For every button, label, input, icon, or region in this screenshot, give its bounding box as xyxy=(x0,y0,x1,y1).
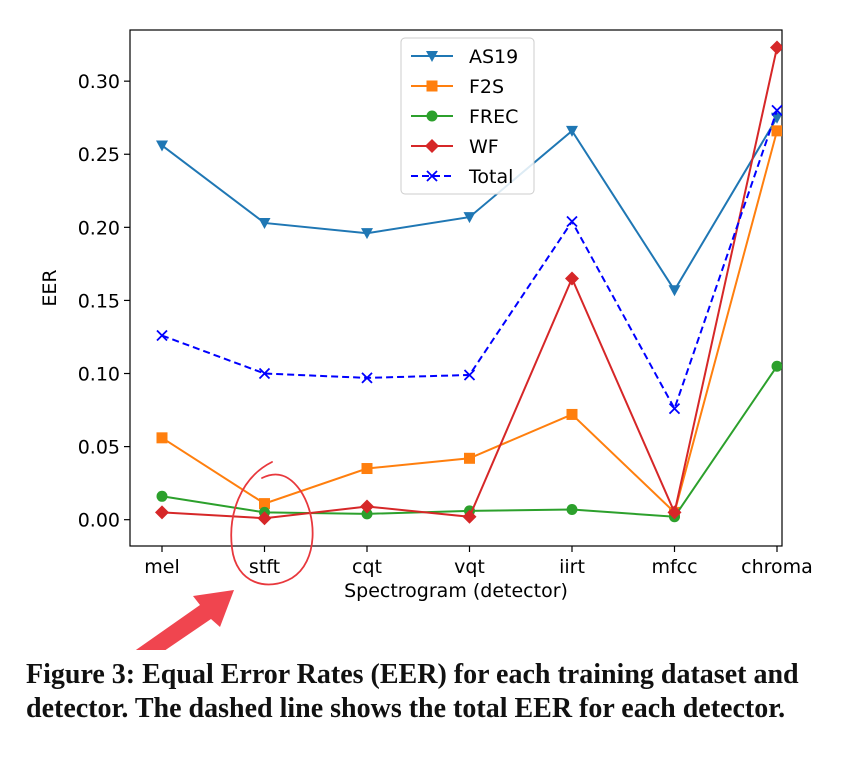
series-layer xyxy=(155,40,782,526)
data-point-frec xyxy=(156,490,168,502)
y-tick-label: 0.15 xyxy=(78,290,120,312)
x-tick-label: stft xyxy=(249,556,280,578)
y-tick-label: 0.00 xyxy=(78,510,120,532)
legend-label-wf: WF xyxy=(469,136,499,158)
legend-label-f2s: F2S xyxy=(469,76,504,98)
series-total xyxy=(156,104,782,415)
data-point-as19 xyxy=(361,228,373,240)
data-point-f2s xyxy=(156,432,168,444)
x-axis-title: Spectrogram (detector) xyxy=(344,580,568,602)
data-point-wf xyxy=(565,271,579,286)
x-tick-label: chroma xyxy=(741,556,813,578)
data-point-wf xyxy=(667,505,682,520)
data-point-total xyxy=(463,369,476,381)
data-point-as19 xyxy=(156,140,168,152)
series-wf xyxy=(155,40,782,526)
data-point-frec xyxy=(566,503,578,515)
y-tick-label: 0.10 xyxy=(78,364,120,386)
legend-label-frec: FREC xyxy=(469,106,518,128)
y-axis-title: EER xyxy=(39,269,61,306)
data-point-as19 xyxy=(668,285,681,297)
legend-frame xyxy=(400,37,535,195)
y-tick-label: 0.25 xyxy=(78,144,120,166)
line-chart: 0.00 0.05 0.10 0.15 0.20 0.25 0.30 mel stft cqt v… xyxy=(39,29,813,650)
hand-drawn-annotation xyxy=(135,461,314,650)
data-point-total xyxy=(361,372,373,384)
x-tick-label: mel xyxy=(144,556,179,578)
plot-area-frame xyxy=(129,29,783,547)
data-point-total xyxy=(668,402,681,415)
figure-caption: Figure 3: Equal Error Rates (EER) for ea… xyxy=(26,659,799,724)
data-point-f2s xyxy=(566,408,578,420)
y-tick-label: 0.20 xyxy=(78,217,120,239)
data-point-total xyxy=(566,215,578,228)
y-tick-label: 0.05 xyxy=(78,437,120,459)
data-point-wf xyxy=(257,511,272,526)
legend-marker-wf xyxy=(425,139,439,153)
x-axis: mel stft cqt vqt iirt mfcc chroma xyxy=(144,546,813,578)
data-point-as19 xyxy=(463,212,476,224)
legend-label-total: Total xyxy=(468,166,513,188)
data-point-total xyxy=(771,104,782,117)
y-tick-label: 0.30 xyxy=(78,71,120,93)
series-frec xyxy=(156,360,782,523)
data-point-as19 xyxy=(566,125,578,137)
data-point-f2s xyxy=(771,125,782,137)
legend-marker-frec xyxy=(426,110,438,122)
data-point-frec xyxy=(361,508,373,520)
legend-marker-total xyxy=(426,170,438,182)
series-line-frec xyxy=(161,365,778,518)
legend-marker-f2s xyxy=(426,80,438,92)
series-as19 xyxy=(156,112,782,297)
data-point-total xyxy=(258,367,271,380)
data-point-wf xyxy=(155,505,169,520)
y-axis: 0.00 0.05 0.10 0.15 0.20 0.25 0.30 xyxy=(78,71,130,532)
annotation-arrow-icon xyxy=(135,590,234,650)
data-point-frec xyxy=(771,360,782,372)
data-point-f2s xyxy=(361,463,373,475)
data-point-as19 xyxy=(771,112,782,124)
x-tick-label: cqt xyxy=(352,556,382,578)
x-tick-label: vqt xyxy=(454,556,485,578)
data-point-as19 xyxy=(258,217,271,229)
legend-label-as19: AS19 xyxy=(469,46,518,68)
data-point-total xyxy=(156,329,168,342)
legend: AS19 F2S FREC WF Total xyxy=(400,37,535,195)
data-point-f2s xyxy=(259,498,270,510)
data-point-f2s xyxy=(464,452,475,464)
x-tick-label: iirt xyxy=(559,556,585,578)
legend-marker-as19 xyxy=(426,51,438,62)
annotation-circle xyxy=(230,461,314,586)
data-point-wf xyxy=(360,499,374,514)
x-tick-label: mfcc xyxy=(651,556,697,578)
data-point-wf xyxy=(770,40,782,55)
data-point-wf xyxy=(462,509,477,524)
